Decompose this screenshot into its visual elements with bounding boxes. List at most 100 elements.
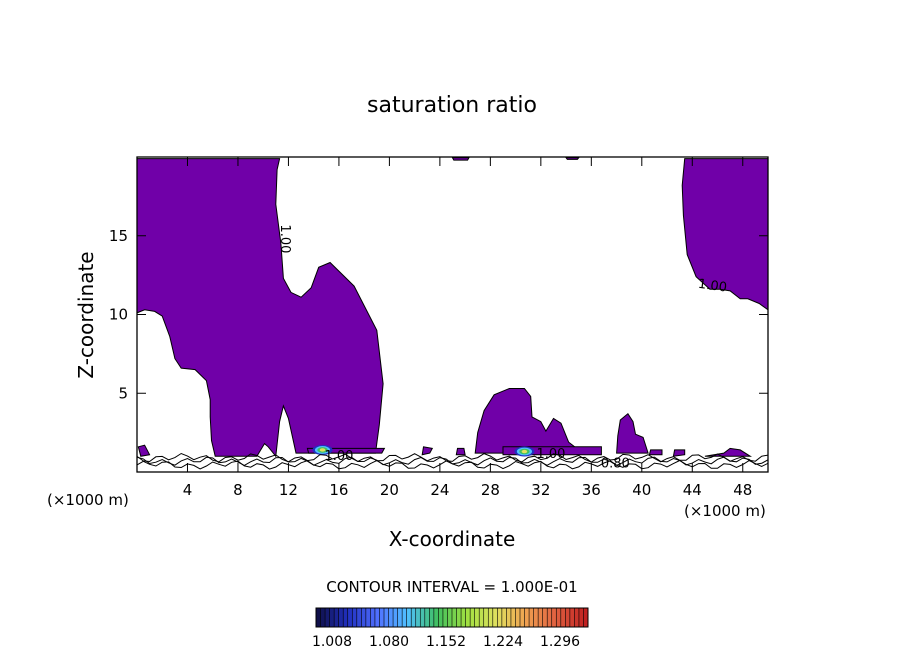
y-axis-label: Z-coordinate [74, 251, 98, 378]
colorbar-swatch-52 [551, 608, 557, 627]
colorbar-swatch-7 [347, 608, 353, 627]
colorbar-swatch-53 [556, 608, 562, 627]
contour-label-3: 1.00 [536, 447, 565, 462]
colorbar-swatch-18 [397, 608, 403, 627]
contour-region-13 [704, 447, 753, 457]
colorbar-swatch-1 [320, 608, 326, 627]
contour-region-0 [136, 158, 384, 458]
colorbar-swatch-0 [316, 608, 321, 627]
colorbar-swatch-24 [424, 608, 430, 627]
colorbar-swatch-59 [583, 608, 589, 627]
colorbar-swatch-19 [402, 608, 407, 627]
colorbar-swatch-8 [352, 608, 358, 627]
colorbar-tick-label-2: 1.152 [426, 634, 466, 650]
plot-area: 1.00 1.00 1.00 1.00 0.80 4 8 12 16 20 24 28 32 36 40 44… [109, 156, 769, 499]
contour-label-2: 1.00 [324, 449, 353, 464]
x-tick-label-36: 36 [582, 481, 601, 499]
contour-region-9 [455, 447, 466, 456]
x-tick-label-32: 32 [531, 481, 550, 499]
colorbar-swatch-44 [515, 608, 521, 627]
y-tick-label-10: 10 [109, 306, 128, 324]
colorbar-swatch-38 [488, 608, 494, 627]
colorbar-swatch-54 [560, 608, 566, 627]
x-tick-label-4: 4 [183, 481, 193, 499]
colorbar-swatch-58 [578, 608, 584, 627]
colorbar-swatch-16 [388, 608, 394, 627]
x-axis-label: X-coordinate [389, 527, 516, 551]
colorbar-swatch-4 [334, 608, 339, 627]
x-tick-label-8: 8 [233, 481, 243, 499]
contour-region-11 [648, 449, 663, 456]
x-tick-label-16: 16 [329, 481, 348, 499]
x-tick-label-20: 20 [380, 481, 399, 499]
colorbar-swatch-2 [325, 608, 330, 627]
contour-region-1 [681, 158, 769, 311]
surface-contour-2 [136, 452, 769, 463]
contour-label-4: 0.80 [601, 457, 630, 472]
colorbar-swatch-56 [569, 608, 575, 627]
colorbar-swatch-47 [529, 608, 534, 627]
colorbar-swatch-49 [538, 608, 543, 627]
colorbar-tick-label-4: 1.296 [540, 634, 580, 650]
colorbar-swatch-20 [406, 608, 412, 627]
contour-label-0: 1.00 [277, 224, 292, 253]
colorbar-swatch-43 [510, 608, 516, 627]
colorbar-swatch-10 [361, 608, 367, 627]
contour-interval-label: CONTOUR INTERVAL = 1.000E-01 [326, 578, 577, 596]
colorbar-swatch-25 [429, 608, 435, 627]
colorbar-swatch-46 [524, 608, 530, 627]
colorbar-swatch-26 [433, 608, 439, 627]
colorbar-swatch-13 [374, 608, 380, 627]
colorbar-swatch-37 [483, 608, 489, 627]
colorbar-swatch-6 [343, 608, 349, 627]
colorbar-swatch-22 [415, 608, 421, 627]
contour-region-2 [474, 388, 598, 454]
colorbar-swatch-39 [492, 608, 498, 627]
x-tick-label-28: 28 [481, 481, 500, 499]
colorbar-swatch-57 [574, 608, 580, 627]
x-tick-label-40: 40 [632, 481, 651, 499]
colorbar-swatch-27 [438, 608, 444, 627]
colorbar-swatch-15 [384, 608, 389, 627]
chart-title: saturation ratio [367, 93, 537, 118]
y-tick-label-15: 15 [109, 227, 128, 245]
contour-region-6 [137, 444, 151, 457]
contour-region-4 [451, 157, 470, 161]
colorbar-swatch-33 [465, 608, 471, 627]
surface-contour-1 [136, 456, 769, 466]
contour-region-5 [565, 157, 580, 160]
colorbar-frame [315, 607, 589, 628]
colorbar-swatch-35 [474, 608, 480, 627]
colorbar-swatch-41 [501, 608, 507, 627]
colorbar-tick-label-0: 1.008 [312, 634, 352, 650]
colorbar-swatch-55 [565, 608, 571, 627]
peak-spot-0-ring-3 [319, 448, 326, 452]
colorbar-tick-label-3: 1.224 [483, 634, 523, 650]
colorbar-tick-label-1: 1.080 [369, 634, 409, 650]
colorbar-swatch-3 [329, 608, 335, 627]
colorbar-swatch-28 [442, 608, 448, 627]
colorbar-swatch-42 [506, 608, 512, 627]
colorbar-swatch-36 [479, 608, 485, 627]
colorbar-swatch-40 [497, 608, 503, 627]
contour-label-1: 1.00 [697, 277, 728, 296]
x-tick-label-24: 24 [430, 481, 449, 499]
colorbar-swatch-11 [365, 608, 371, 627]
x-tick-label-44: 44 [683, 481, 702, 499]
colorbar-swatch-31 [456, 608, 462, 627]
y-tick-label-5: 5 [118, 384, 128, 402]
colorbar-swatch-50 [542, 608, 548, 627]
colorbar-swatch-45 [520, 608, 525, 627]
colorbar-swatch-14 [379, 608, 385, 627]
colorbar: 1.008 1.080 1.152 1.224 1.296 [312, 607, 589, 650]
x-tick-label-12: 12 [279, 481, 298, 499]
colorbar-swatch-21 [411, 608, 417, 627]
colorbar-swatch-12 [370, 608, 376, 627]
colorbar-swatch-32 [461, 608, 466, 627]
contour-region-8 [421, 446, 434, 456]
colorbar-swatch-30 [452, 608, 457, 627]
x-unit-label-left: (×1000 m) [47, 491, 129, 509]
contour-region-3 [616, 412, 649, 454]
colorbar-swatch-9 [356, 608, 362, 627]
